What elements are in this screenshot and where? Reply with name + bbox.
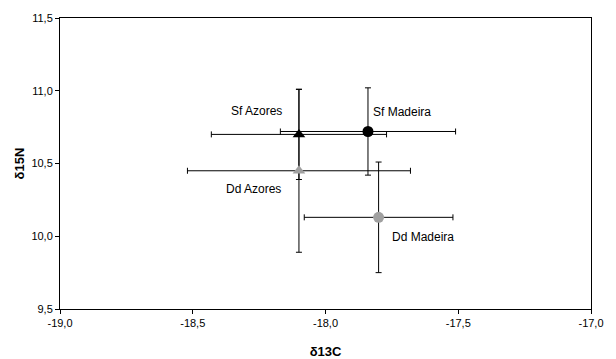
svg-text:Dd Madeira: Dd Madeira bbox=[392, 230, 454, 244]
svg-text:δ13C: δ13C bbox=[310, 344, 342, 359]
svg-text:-17,0: -17,0 bbox=[578, 317, 603, 329]
svg-text:11,5: 11,5 bbox=[32, 12, 53, 24]
svg-text:Dd Azores: Dd Azores bbox=[226, 182, 281, 196]
svg-text:Sf Azores: Sf Azores bbox=[231, 104, 282, 118]
svg-text:10,0: 10,0 bbox=[31, 230, 52, 242]
svg-text:11,0: 11,0 bbox=[32, 85, 53, 97]
svg-text:-17,5: -17,5 bbox=[446, 317, 471, 329]
svg-text:10,5: 10,5 bbox=[31, 157, 52, 169]
svg-text:-18,0: -18,0 bbox=[313, 317, 338, 329]
svg-text:-18,5: -18,5 bbox=[180, 317, 205, 329]
svg-text:Sf Madeira: Sf Madeira bbox=[373, 105, 431, 119]
svg-text:δ15N: δ15N bbox=[12, 148, 27, 180]
svg-text:-19,0: -19,0 bbox=[47, 317, 72, 329]
svg-text:9,5: 9,5 bbox=[38, 303, 53, 315]
